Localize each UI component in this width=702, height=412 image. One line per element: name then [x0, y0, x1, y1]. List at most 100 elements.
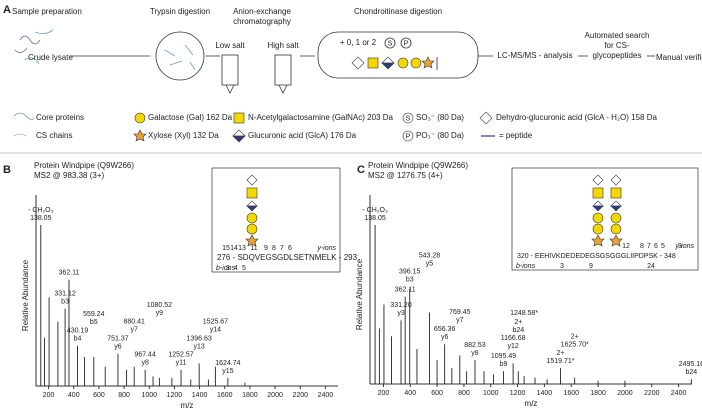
x-tick-label: 200: [378, 390, 390, 397]
glycan-gal: [246, 223, 258, 235]
legend-label: SO₃⁻ (80 Da): [416, 113, 464, 122]
step-label: Trypsin digestion: [150, 7, 210, 16]
glycan-glca: [592, 205, 604, 212]
legend-label: PO₃⁻ (80 Da): [416, 131, 464, 140]
x-tick-label: 1200: [167, 392, 183, 399]
legend-label: Galactose (Gal) 162 Da: [148, 113, 233, 122]
y-ions-label: y-ions: [674, 243, 694, 250]
legend-label: N-Acetylgalactosamine (GalNAc) 203 Da: [248, 113, 393, 122]
ion-label: y7: [456, 317, 464, 324]
peak-label: 1095.49: [491, 353, 516, 360]
glycan-gal: [610, 212, 622, 224]
glycan-galnac: [592, 187, 604, 199]
peak-label: 1396.63: [187, 335, 212, 342]
b-ion-number: 3: [560, 263, 564, 270]
panel-label: C: [357, 164, 365, 176]
flow-label: glycopeptides: [593, 51, 642, 60]
charge-label: 2+: [571, 333, 579, 340]
peptide-sequence: 276 - SDQVEGSGDLSETNMELK - 293: [217, 253, 358, 262]
phosphate-symbol: P: [404, 40, 409, 47]
glycan-galnac: [610, 187, 622, 199]
glycan-xyl: [591, 234, 605, 247]
x-tick-label: 1600: [563, 390, 579, 397]
y-ion-number: 6: [654, 243, 658, 250]
x-tick-label: 400: [404, 390, 416, 397]
panel-label: A: [3, 4, 11, 16]
x-tick-label: 800: [458, 390, 470, 397]
step-label: Sample preparation: [12, 7, 82, 16]
step-label: chromatography: [233, 17, 291, 26]
b-ion-number: 3: [226, 265, 230, 272]
y-ion-number: 15: [222, 245, 230, 252]
legend-label: Glucuronic acid (GlcA) 176 Da: [248, 131, 357, 140]
glycan-xyl: [245, 234, 259, 247]
peak-label: 559.24: [83, 311, 105, 318]
y-ion-number: 9: [264, 245, 268, 252]
inset-frame: [211, 167, 341, 273]
x-tick-label: 200: [43, 392, 55, 399]
charge-label: 2+: [556, 350, 564, 357]
x-axis-label: m/z: [181, 401, 194, 410]
peak-label: 1625.70*: [561, 341, 589, 348]
x-tick-label: 1800: [242, 392, 258, 399]
ion-label: y14: [210, 327, 221, 334]
spectrum-title: Protein Windpipe (Q9W266): [368, 161, 468, 170]
x-tick-label: 1200: [510, 390, 526, 397]
flow-label: Manual verification: [656, 53, 702, 62]
peak-label: 1525.67: [203, 319, 228, 326]
x-tick-label: 2200: [644, 390, 660, 397]
x-tick-label: 1400: [537, 390, 553, 397]
glycan-symbols: [351, 56, 438, 70]
peak-label: 362.11: [395, 286, 416, 293]
step-label: Anion-exchange: [233, 7, 291, 16]
peak-label: 967.44: [134, 352, 156, 359]
ion-label: b3: [406, 276, 414, 283]
spectrum-title: Protein Windpipe (Q9W266): [34, 161, 134, 170]
workflow-graphics: [14, 29, 655, 94]
flow-label: for CS-: [604, 41, 630, 50]
y-ion-number: 8: [272, 245, 276, 252]
glycan-gal: [246, 212, 258, 224]
glycan-dehydro: [246, 174, 258, 186]
ion-label: y5: [426, 260, 434, 267]
x-tick-label: 400: [68, 392, 80, 399]
x-tick-label: 2400: [671, 390, 687, 397]
peak-label: 543.28: [419, 252, 441, 259]
ion-label: y9: [156, 310, 164, 317]
x-tick-label: 800: [118, 392, 130, 399]
y-ion-number: 7: [647, 243, 651, 250]
y-ion-number: 5: [661, 243, 665, 250]
phosphate-symbol: P: [406, 133, 411, 140]
x-tick-label: 2000: [617, 390, 633, 397]
ion-label: b24: [512, 327, 524, 334]
b-ion-number: 4: [234, 265, 238, 272]
glycan-gal: [592, 212, 604, 224]
peak-label: 769.45: [449, 309, 471, 316]
glycan-glca: [246, 205, 258, 212]
ion-label: y13: [194, 343, 205, 350]
flow-label: Automated search: [585, 31, 650, 40]
y-ion-number: 3: [678, 243, 682, 250]
ion-label: y7: [130, 327, 138, 334]
legend-label: Dehydro-glucuronic acid (GlcA - H₂O) 158…: [496, 113, 657, 122]
glycan-gal: [610, 223, 622, 235]
x-axis-label: m/z: [525, 399, 538, 408]
x-tick-label: 1600: [217, 392, 233, 399]
peptide-sequence: 320 - EEHIVKDEDEDEGSGSGGGLIIPDPSK - 348: [517, 253, 676, 260]
x-tick-label: 1000: [141, 392, 157, 399]
glycan-glca: [610, 205, 622, 212]
sulfate-symbol: S: [388, 40, 393, 47]
x-tick-label: 600: [93, 392, 105, 399]
b-ion-number: 9: [589, 263, 593, 270]
b-ion-number: 24: [647, 263, 655, 270]
x-tick-label: 1800: [590, 390, 606, 397]
peak-label: 362.11: [59, 270, 80, 277]
ion-label: b9: [500, 361, 508, 368]
x-tick-label: 2200: [292, 392, 308, 399]
neutral-loss-label: - CH₂O₃: [28, 207, 54, 214]
legend-label: CS chains: [36, 131, 72, 140]
step-label: Chondroitinase digestion: [354, 7, 442, 16]
y-axis-label: Relative Abundance: [355, 258, 364, 330]
ion-label: b24: [686, 369, 698, 376]
